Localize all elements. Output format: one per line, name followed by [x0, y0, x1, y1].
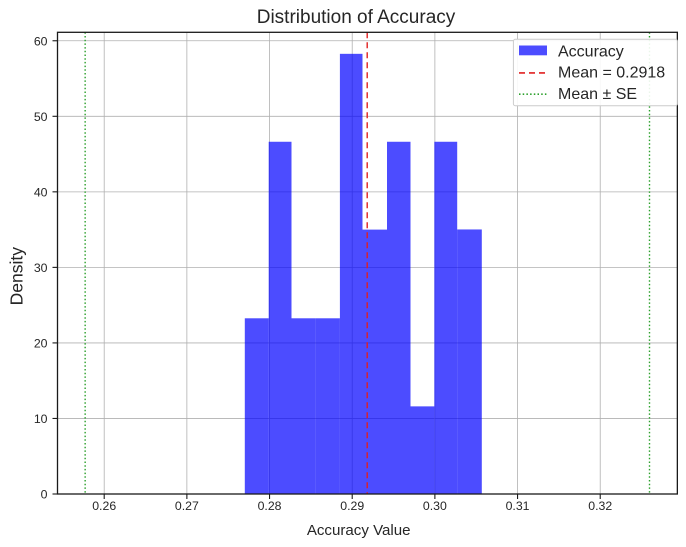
svg-text:20: 20: [34, 336, 48, 350]
svg-text:50: 50: [34, 110, 48, 124]
svg-text:0.29: 0.29: [340, 499, 364, 513]
svg-text:Accuracy Value: Accuracy Value: [307, 522, 411, 539]
svg-text:Density: Density: [7, 247, 27, 306]
svg-text:0.30: 0.30: [423, 499, 447, 513]
svg-text:Distribution of Accuracy: Distribution of Accuracy: [257, 7, 456, 28]
svg-text:40: 40: [34, 185, 48, 199]
svg-text:30: 30: [34, 261, 48, 275]
svg-text:0.28: 0.28: [258, 499, 282, 513]
svg-text:0.31: 0.31: [506, 499, 530, 513]
svg-text:10: 10: [34, 412, 48, 426]
svg-text:0.27: 0.27: [175, 499, 199, 513]
svg-text:0: 0: [41, 488, 48, 502]
svg-text:0.32: 0.32: [588, 499, 612, 513]
svg-text:Accuracy: Accuracy: [558, 43, 624, 60]
svg-text:0.26: 0.26: [92, 499, 116, 513]
svg-text:Mean = 0.2918: Mean = 0.2918: [558, 65, 665, 82]
svg-text:Mean ± SE: Mean ± SE: [558, 86, 637, 103]
svg-text:60: 60: [34, 34, 48, 48]
